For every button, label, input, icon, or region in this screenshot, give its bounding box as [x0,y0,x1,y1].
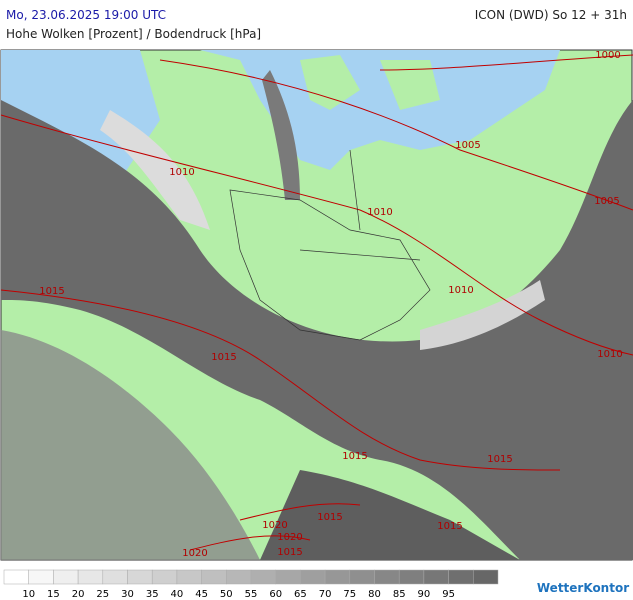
legend-swatch [374,569,400,585]
isobar-label: 1020 [182,548,207,559]
legend-swatch [127,569,153,585]
brand: WetterKontor [537,581,629,595]
legend-swatch [151,569,178,585]
isobar-label: 1005 [594,196,619,207]
isobar-label: 1015 [487,454,512,465]
legend-label: 30 [121,589,134,600]
legend-swatch [53,569,79,585]
legend-swatch [398,569,425,585]
legend-label: 60 [269,589,282,600]
legend-label: 15 [47,589,60,600]
subtitle: Hohe Wolken [Prozent] / Bodendruck [hPa] [6,27,261,41]
legend-label: 20 [72,589,85,600]
isobar-label: 1015 [317,512,342,523]
isobar-label: 1020 [277,532,302,543]
legend-swatch [275,569,301,585]
isobar-label: 1005 [455,140,480,151]
legend-label: 70 [319,589,332,600]
legend-label: 10 [22,589,35,600]
legend-swatch [3,569,29,585]
isobar-label: 1015 [342,451,367,462]
header-title: Mo, 23.06.2025 19:00 UTC [6,8,166,22]
isobar-label: 1010 [367,207,392,218]
legend-label: 40 [171,589,184,600]
legend-swatch [28,569,54,585]
isobar-label: 1015 [39,286,64,297]
legend-swatch [300,569,326,585]
isobar-label: 1015 [211,352,236,363]
isobar-label: 1000 [595,50,620,61]
legend-label: 75 [343,589,356,600]
legend-label: 85 [393,589,406,600]
legend-swatch [176,569,202,585]
legend-label: 55 [245,589,258,600]
legend-swatch [473,569,499,585]
legend-label: 95 [442,589,455,600]
isobar-label: 1015 [437,521,462,532]
legend-swatch [423,569,449,585]
isobar-label: 1020 [262,520,287,531]
model-run: ICON (DWD) So 12 + 31h [475,8,627,22]
map [0,49,633,561]
isobar-label: 1010 [597,349,622,360]
isobar-label: 1015 [277,547,302,558]
legend-label: 25 [96,589,109,600]
legend-swatch [324,569,351,585]
legend-swatch [201,569,227,585]
legend-swatch [226,569,252,585]
legend-swatch [102,569,128,585]
legend-label: 80 [368,589,381,600]
isobar-label: 1010 [448,285,473,296]
legend-label: 50 [220,589,233,600]
legend-swatch [448,569,474,585]
legend-swatch [349,569,375,585]
legend-label: 35 [146,589,159,600]
legend-label: 45 [195,589,208,600]
legend-label: 65 [294,589,307,600]
legend-swatch [77,569,104,585]
legend-label: 90 [418,589,431,600]
isobar-label: 1010 [169,167,194,178]
legend-swatch [250,569,276,585]
